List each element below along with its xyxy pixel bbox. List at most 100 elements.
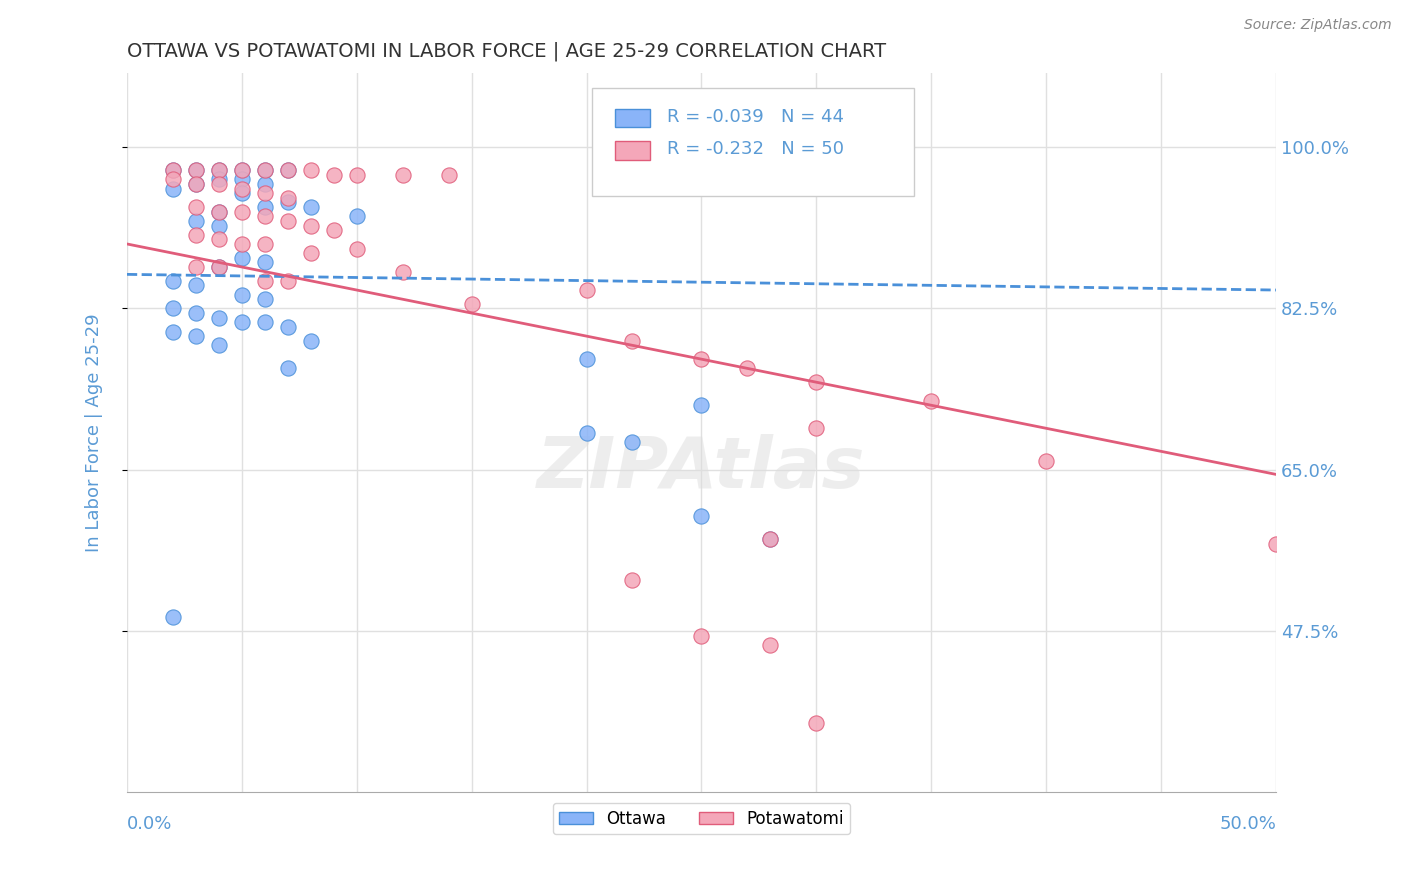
Point: [575, 283, 598, 297]
Point: [208, 232, 231, 246]
Point: [253, 236, 276, 251]
Point: [299, 219, 322, 233]
Point: [208, 260, 231, 274]
Point: [231, 251, 253, 265]
Point: [208, 338, 231, 352]
Point: [920, 393, 942, 408]
Point: [346, 168, 368, 182]
Point: [231, 163, 253, 178]
Point: [759, 532, 782, 546]
Point: [253, 163, 276, 178]
Point: [253, 209, 276, 223]
Point: [277, 319, 299, 334]
Point: [208, 204, 231, 219]
Point: [759, 638, 782, 652]
Point: [184, 329, 207, 343]
Point: [299, 334, 322, 348]
Point: [690, 352, 713, 367]
Point: [162, 325, 184, 339]
Point: [208, 163, 231, 178]
Point: [277, 274, 299, 288]
Text: R = -0.039   N = 44: R = -0.039 N = 44: [666, 108, 844, 126]
Text: Source: ZipAtlas.com: Source: ZipAtlas.com: [1244, 18, 1392, 32]
Point: [231, 181, 253, 195]
Point: [162, 274, 184, 288]
Y-axis label: In Labor Force | Age 25-29: In Labor Force | Age 25-29: [86, 314, 103, 552]
FancyBboxPatch shape: [616, 141, 650, 160]
Point: [277, 163, 299, 178]
Point: [208, 219, 231, 233]
Point: [231, 315, 253, 329]
Point: [208, 163, 231, 178]
Point: [208, 310, 231, 325]
Point: [208, 172, 231, 186]
Legend: Ottawa, Potawatomi: Ottawa, Potawatomi: [553, 803, 851, 834]
Point: [231, 163, 253, 178]
Text: 50.0%: 50.0%: [1219, 815, 1277, 833]
Point: [759, 532, 782, 546]
Point: [253, 177, 276, 191]
Point: [1035, 453, 1057, 467]
Point: [437, 168, 460, 182]
Point: [621, 334, 644, 348]
Point: [737, 361, 759, 376]
Point: [208, 260, 231, 274]
Point: [346, 242, 368, 256]
Point: [184, 227, 207, 242]
Point: [184, 278, 207, 293]
Point: [184, 306, 207, 320]
Point: [806, 421, 828, 435]
Text: ZIPAtlas: ZIPAtlas: [537, 434, 866, 503]
Point: [621, 435, 644, 450]
Point: [184, 200, 207, 214]
Point: [253, 315, 276, 329]
Point: [299, 246, 322, 260]
Point: [277, 361, 299, 376]
Point: [690, 629, 713, 643]
Point: [253, 274, 276, 288]
Point: [208, 204, 231, 219]
Point: [231, 204, 253, 219]
Point: [460, 297, 482, 311]
Point: [184, 177, 207, 191]
Point: [162, 610, 184, 624]
Point: [575, 352, 598, 367]
Point: [231, 186, 253, 201]
Point: [253, 200, 276, 214]
FancyBboxPatch shape: [592, 87, 914, 195]
Point: [162, 301, 184, 316]
Point: [1265, 536, 1288, 550]
Point: [162, 181, 184, 195]
Point: [253, 186, 276, 201]
Point: [231, 172, 253, 186]
Point: [231, 287, 253, 301]
FancyBboxPatch shape: [616, 109, 650, 128]
Point: [277, 195, 299, 210]
Point: [391, 168, 413, 182]
Point: [391, 264, 413, 278]
Point: [253, 163, 276, 178]
Point: [231, 236, 253, 251]
Point: [162, 163, 184, 178]
Point: [184, 177, 207, 191]
Point: [575, 425, 598, 440]
Point: [277, 163, 299, 178]
Point: [253, 292, 276, 306]
Point: [621, 574, 644, 588]
Point: [184, 163, 207, 178]
Point: [322, 223, 344, 237]
Text: 0.0%: 0.0%: [127, 815, 173, 833]
Point: [253, 255, 276, 269]
Point: [162, 172, 184, 186]
Text: R = -0.232   N = 50: R = -0.232 N = 50: [666, 140, 844, 158]
Point: [322, 168, 344, 182]
Point: [162, 163, 184, 178]
Point: [184, 214, 207, 228]
Point: [806, 716, 828, 731]
Point: [184, 163, 207, 178]
Point: [806, 375, 828, 389]
Point: [299, 200, 322, 214]
Point: [277, 191, 299, 205]
Point: [184, 260, 207, 274]
Point: [690, 398, 713, 412]
